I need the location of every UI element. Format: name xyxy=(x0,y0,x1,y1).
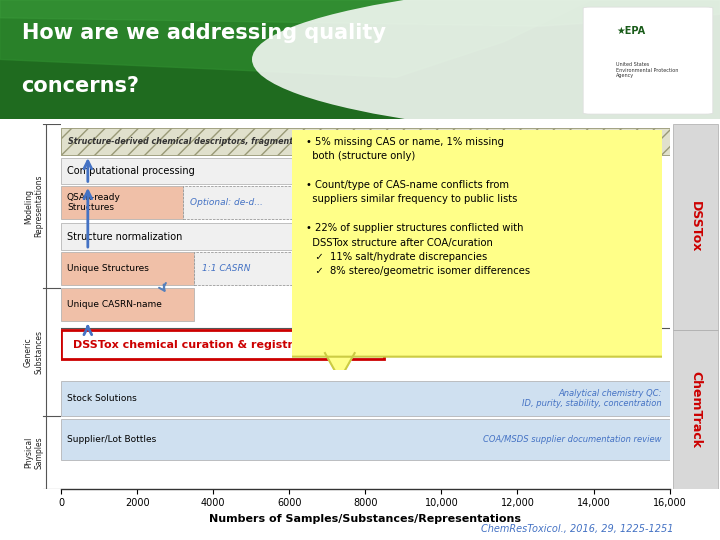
X-axis label: Numbers of Samples/Substances/Representations: Numbers of Samples/Substances/Representa… xyxy=(210,514,521,524)
Polygon shape xyxy=(0,0,720,77)
FancyBboxPatch shape xyxy=(583,7,713,114)
Text: Computational processing: Computational processing xyxy=(67,166,194,176)
Bar xyxy=(61,128,670,155)
Text: Unique CASRN-name: Unique CASRN-name xyxy=(67,300,162,309)
Bar xyxy=(61,420,670,460)
Text: Generic
Substances: Generic Substances xyxy=(24,330,43,374)
Text: Optional: de-d...: Optional: de-d... xyxy=(191,198,264,207)
Bar xyxy=(673,124,718,330)
Bar xyxy=(194,252,384,285)
Text: ★EPA: ★EPA xyxy=(616,26,645,36)
Text: QSAR-ready
Structures: QSAR-ready Structures xyxy=(67,193,121,212)
Bar xyxy=(61,128,670,155)
Text: United States
Environmental Protection
Agency: United States Environmental Protection A… xyxy=(616,62,679,78)
Text: Supplier/Lot Bottles: Supplier/Lot Bottles xyxy=(67,435,156,444)
Polygon shape xyxy=(325,353,355,380)
Text: Structure normalization: Structure normalization xyxy=(67,232,182,241)
Text: Physical
Samples: Physical Samples xyxy=(24,436,43,469)
Polygon shape xyxy=(0,0,720,26)
Bar xyxy=(61,158,384,184)
Bar xyxy=(61,186,183,219)
Text: Unique Structures: Unique Structures xyxy=(67,264,149,273)
Bar xyxy=(183,186,384,219)
Text: Stock Solutions: Stock Solutions xyxy=(67,394,137,403)
Text: • 5% missing CAS or name, 1% missing
  both (structure only)

• Count/type of CA: • 5% missing CAS or name, 1% missing bot… xyxy=(307,137,531,276)
Text: DSSTox chemical curation & registration: DSSTox chemical curation & registration xyxy=(73,340,325,350)
Text: DSSTox: DSSTox xyxy=(689,201,702,253)
FancyBboxPatch shape xyxy=(286,126,668,357)
Text: Analytical chemistry QC:
ID, purity, stability, concentration: Analytical chemistry QC: ID, purity, sta… xyxy=(523,389,662,408)
Bar xyxy=(673,330,718,489)
Text: 1:1 CASRN: 1:1 CASRN xyxy=(202,264,251,273)
Bar xyxy=(61,288,194,321)
Bar xyxy=(61,224,384,250)
Text: ChemTrack: ChemTrack xyxy=(689,371,702,448)
Bar xyxy=(61,252,194,285)
Text: ChemResToxicol., 2016, 29, 1225-1251: ChemResToxicol., 2016, 29, 1225-1251 xyxy=(481,524,673,534)
Bar xyxy=(61,330,384,359)
Wedge shape xyxy=(252,0,720,143)
Text: Modeling
Representations: Modeling Representations xyxy=(24,175,43,238)
Text: COA/MSDS supplier documentation review: COA/MSDS supplier documentation review xyxy=(484,435,662,444)
Text: concerns?: concerns? xyxy=(22,76,140,96)
Bar xyxy=(61,381,670,416)
Text: Structure-derived chemical descriptors, fragments & fingerprints for use in mode: Structure-derived chemical descriptors, … xyxy=(68,137,455,146)
Text: How are we addressing quality: How are we addressing quality xyxy=(22,23,386,43)
